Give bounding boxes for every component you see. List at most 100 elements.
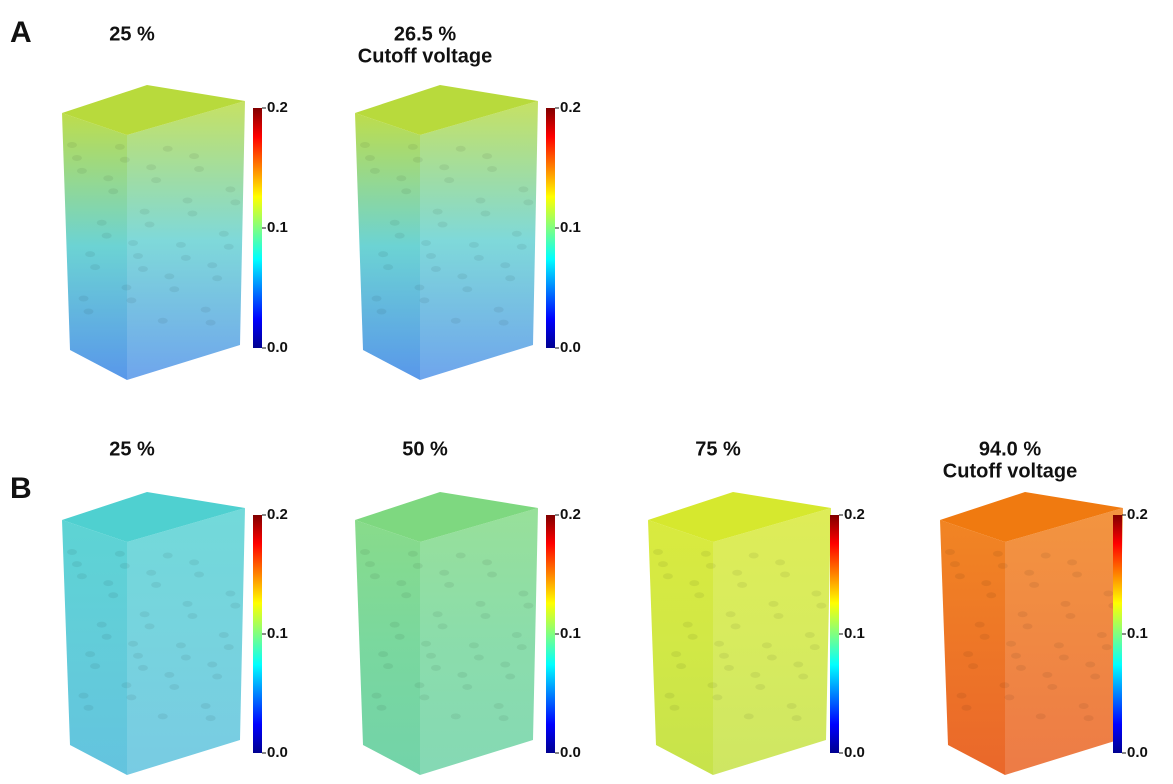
- pore: [439, 570, 449, 576]
- colorbar-tick-label: 0.0: [560, 744, 581, 761]
- colorbar: [253, 515, 262, 753]
- pore: [151, 582, 161, 588]
- colorbar-tick-label: 0.1: [560, 219, 581, 236]
- pore: [169, 286, 179, 292]
- colorbar-tick-label: 0.1: [844, 625, 865, 642]
- pore: [426, 653, 436, 659]
- pore: [201, 703, 211, 709]
- pore: [146, 164, 156, 170]
- pore: [395, 634, 405, 640]
- pore: [950, 561, 960, 567]
- pore: [1097, 632, 1107, 638]
- block-left-face: [648, 520, 713, 775]
- pore: [792, 715, 802, 721]
- pore: [79, 296, 89, 302]
- pore: [176, 642, 186, 648]
- colorbar-tick-label: 0.0: [267, 744, 288, 761]
- pore: [408, 551, 418, 557]
- block-left-face: [62, 113, 127, 380]
- pore: [158, 713, 168, 719]
- pore: [72, 561, 82, 567]
- pore: [456, 146, 466, 152]
- pore: [230, 199, 240, 205]
- pore: [810, 644, 820, 650]
- pore: [85, 251, 95, 257]
- pore: [731, 623, 741, 629]
- pore: [67, 549, 77, 555]
- pore: [694, 592, 704, 598]
- pore: [115, 144, 125, 150]
- pore: [201, 307, 211, 313]
- item-title: 94.0 %: [979, 438, 1041, 460]
- pore: [133, 653, 143, 659]
- pore: [163, 552, 173, 558]
- colorbar-tick-label: 0.0: [267, 339, 288, 356]
- panel-label: B: [10, 472, 32, 505]
- pore: [1029, 582, 1039, 588]
- pore: [523, 603, 533, 609]
- pore: [67, 142, 77, 148]
- colorbar-tick-label: 0.0: [1127, 744, 1148, 761]
- pore: [426, 253, 436, 259]
- pore: [1084, 715, 1094, 721]
- pore: [981, 580, 991, 586]
- pore: [1042, 672, 1052, 678]
- pore: [676, 663, 686, 669]
- pore: [431, 266, 441, 272]
- pore: [401, 188, 411, 194]
- pore: [189, 153, 199, 159]
- pore: [732, 570, 742, 576]
- pore: [755, 684, 765, 690]
- colorbar-tick-label: 0.2: [267, 506, 288, 523]
- block-right-face: [420, 508, 538, 775]
- panel-label: A: [10, 16, 32, 49]
- colorbar-tick-label: 0.1: [267, 625, 288, 642]
- pore: [482, 153, 492, 159]
- pore: [688, 634, 698, 640]
- pore: [793, 661, 803, 667]
- pore: [456, 552, 466, 558]
- pore: [773, 613, 783, 619]
- pore: [413, 157, 423, 163]
- pore: [377, 309, 387, 315]
- pore: [517, 644, 527, 650]
- pore: [775, 559, 785, 565]
- pore: [433, 209, 443, 215]
- pore: [993, 551, 1003, 557]
- pore: [207, 661, 217, 667]
- pore: [499, 320, 509, 326]
- pore: [653, 549, 663, 555]
- item-title: 50 %: [402, 438, 448, 460]
- pore: [1004, 694, 1014, 700]
- pore: [1103, 591, 1113, 597]
- block-right-face: [713, 508, 831, 775]
- pore: [518, 591, 528, 597]
- pore: [474, 255, 484, 261]
- pore: [1072, 571, 1082, 577]
- pore: [500, 262, 510, 268]
- pore: [780, 571, 790, 577]
- pore: [671, 651, 681, 657]
- block-right-face: [420, 101, 538, 380]
- colorbar-tick-label: 0.2: [844, 506, 865, 523]
- pore: [1090, 674, 1100, 680]
- pore: [1006, 641, 1016, 647]
- pore: [744, 713, 754, 719]
- pore: [482, 559, 492, 565]
- pore: [1036, 713, 1046, 719]
- pore: [146, 570, 156, 576]
- pore: [1018, 611, 1028, 617]
- pore: [1011, 653, 1021, 659]
- pore: [169, 684, 179, 690]
- pore: [187, 613, 197, 619]
- pore: [480, 210, 490, 216]
- pore: [187, 210, 197, 216]
- pore: [474, 655, 484, 661]
- pore: [726, 611, 736, 617]
- pore: [1054, 642, 1064, 648]
- pore: [719, 653, 729, 659]
- pore: [767, 655, 777, 661]
- pore: [500, 661, 510, 667]
- pore: [396, 580, 406, 586]
- pore: [72, 155, 82, 161]
